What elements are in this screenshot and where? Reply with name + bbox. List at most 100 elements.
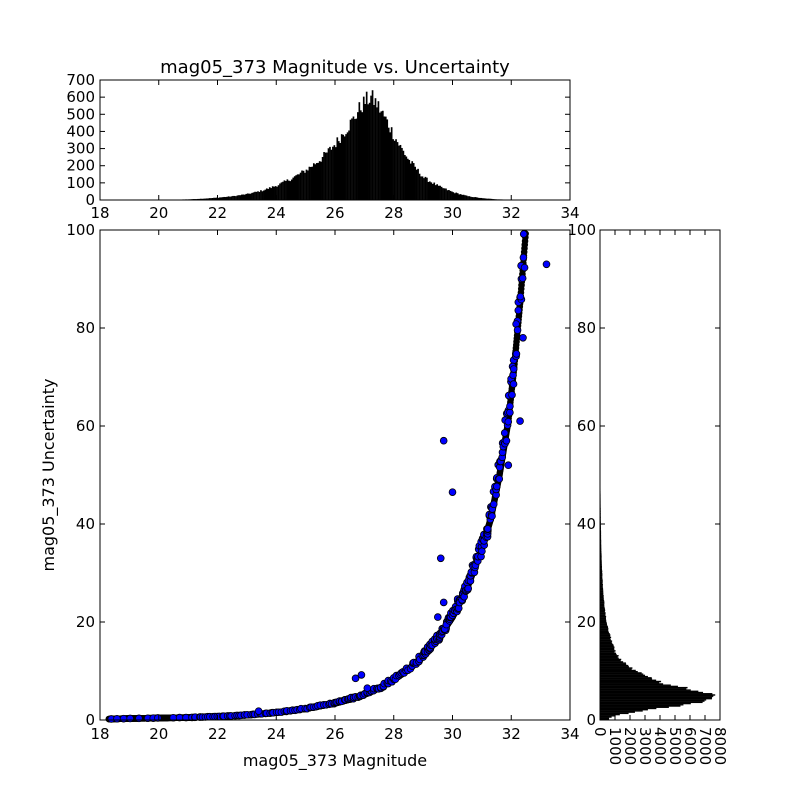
- right-hist-bar: [600, 620, 607, 623]
- right-hist-bar: [600, 690, 699, 693]
- scatter-point: [518, 274, 527, 283]
- right-hist-bar: [600, 573, 603, 575]
- y-tick-label: 100: [66, 174, 95, 192]
- x-tick-label: 7000: [696, 727, 714, 765]
- y-tick-label: 400: [66, 122, 95, 140]
- top-hist-bar: [236, 195, 239, 200]
- top-hist-bar: [224, 197, 227, 200]
- top-hist-bar: [426, 177, 428, 200]
- top-hist-bar: [198, 198, 201, 200]
- right-hist-bar: [600, 590, 604, 592]
- right-hist-bar: [600, 596, 604, 598]
- right-hist-bar: [600, 702, 691, 705]
- right-hist-bar: [600, 671, 638, 673]
- right-hist-bar: [600, 593, 604, 596]
- y-tick-label: 40: [577, 515, 596, 533]
- x-tick-label: 34: [560, 204, 579, 222]
- right-hist-bar: [600, 609, 606, 612]
- right-hist-bar: [600, 626, 609, 629]
- top-histogram-panel: mag05_373 Magnitude vs. Uncertainty 18 20…: [66, 57, 579, 222]
- right-hist-bar: [600, 582, 603, 585]
- top-hist-bar: [399, 144, 402, 200]
- top-hist-bar: [271, 186, 274, 200]
- right-hist-bar: [600, 599, 605, 602]
- top-hist-bar: [330, 149, 333, 200]
- top-hist-bar: [305, 169, 308, 200]
- top-hist-bar: [276, 186, 278, 200]
- top-hist-bar: [339, 142, 342, 200]
- top-hist-bar: [371, 90, 374, 200]
- top-hist-bar: [227, 196, 230, 200]
- x-tick-label: 18: [90, 204, 109, 222]
- top-hist-bar: [379, 112, 381, 200]
- right-hist-bar: [600, 629, 609, 631]
- right-hist-bar: [600, 613, 606, 615]
- top-hist-bar: [337, 141, 340, 200]
- top-hist-bar: [326, 152, 328, 200]
- right-hist-bar: [600, 653, 617, 656]
- right-hist-bar: [600, 718, 610, 721]
- top-hist-bar: [252, 192, 255, 200]
- top-hist-bar: [386, 119, 389, 200]
- top-hist-bar: [443, 188, 446, 200]
- scatter-outlier-point: [254, 707, 263, 715]
- right-hist-bar: [600, 606, 605, 608]
- right-hist-bar: [600, 588, 604, 591]
- top-hist-bar: [474, 197, 477, 200]
- scatter-outlier-point: [516, 417, 524, 425]
- top-hist-bar: [345, 134, 347, 200]
- right-hist-bar: [600, 555, 602, 558]
- right-hist-bar: [600, 701, 703, 704]
- right-hist-bar: [600, 659, 621, 662]
- right-hist-bar: [600, 576, 603, 579]
- top-hist-bar: [440, 186, 443, 200]
- right-hist-bar: [600, 707, 657, 710]
- right-hist-bar: [600, 575, 603, 577]
- right-hist-bar: [600, 674, 646, 677]
- top-hist-bar: [470, 196, 472, 200]
- right-hist-bar: [600, 630, 609, 632]
- top-hist-bar: [484, 198, 487, 200]
- top-hist-bar: [464, 195, 466, 200]
- top-hist-bar: [208, 198, 211, 200]
- right-hist-bar: [600, 644, 614, 646]
- right-hist-bar: [600, 546, 602, 548]
- top-hist-bar: [263, 190, 265, 200]
- scatter-outlier-point: [434, 613, 442, 621]
- right-hist-bar: [600, 542, 602, 544]
- right-hist-bar: [600, 561, 602, 564]
- right-hist-bar: [600, 662, 626, 664]
- top-hist-bar: [311, 166, 314, 200]
- top-hist-bar: [274, 186, 277, 200]
- right-hist-bar: [600, 537, 602, 539]
- right-hist-bar: [600, 651, 615, 653]
- top-hist-bar: [390, 127, 393, 200]
- top-hist-bar: [370, 95, 372, 200]
- x-tick-label: 6000: [681, 727, 699, 765]
- right-hist-bar: [600, 647, 615, 650]
- top-hist-bar: [408, 159, 411, 200]
- right-hist-bar: [600, 568, 602, 570]
- top-hist-bar: [329, 146, 331, 200]
- top-hist-bar: [321, 156, 324, 200]
- y-tick-label: 60: [577, 417, 596, 435]
- right-hist-bar: [600, 680, 662, 683]
- top-hist-bar: [465, 195, 468, 200]
- right-hist-bar: [600, 614, 606, 617]
- top-hist-bar: [451, 191, 453, 200]
- right-hist-bar: [600, 634, 611, 636]
- right-hist-bar: [600, 598, 604, 601]
- right-hist-bar: [600, 706, 669, 708]
- scatter-point: [464, 584, 473, 593]
- scatter-outlier-point: [483, 525, 492, 533]
- top-hist-bar: [417, 168, 419, 200]
- scatter-point: [514, 306, 523, 315]
- top-hist-bar: [243, 194, 246, 200]
- x-tick-label: 22: [208, 204, 227, 222]
- main-scatter-panel: 18 20 22 24 26 28 30 32 34 0 20 40 60 80 100 mag05_37…: [39, 221, 580, 771]
- top-hist-bar: [446, 190, 449, 200]
- top-hist-bar: [239, 195, 242, 200]
- top-hist-bar: [449, 190, 452, 200]
- top-hist-bar: [286, 179, 289, 200]
- x-tick-label: 26: [325, 725, 344, 743]
